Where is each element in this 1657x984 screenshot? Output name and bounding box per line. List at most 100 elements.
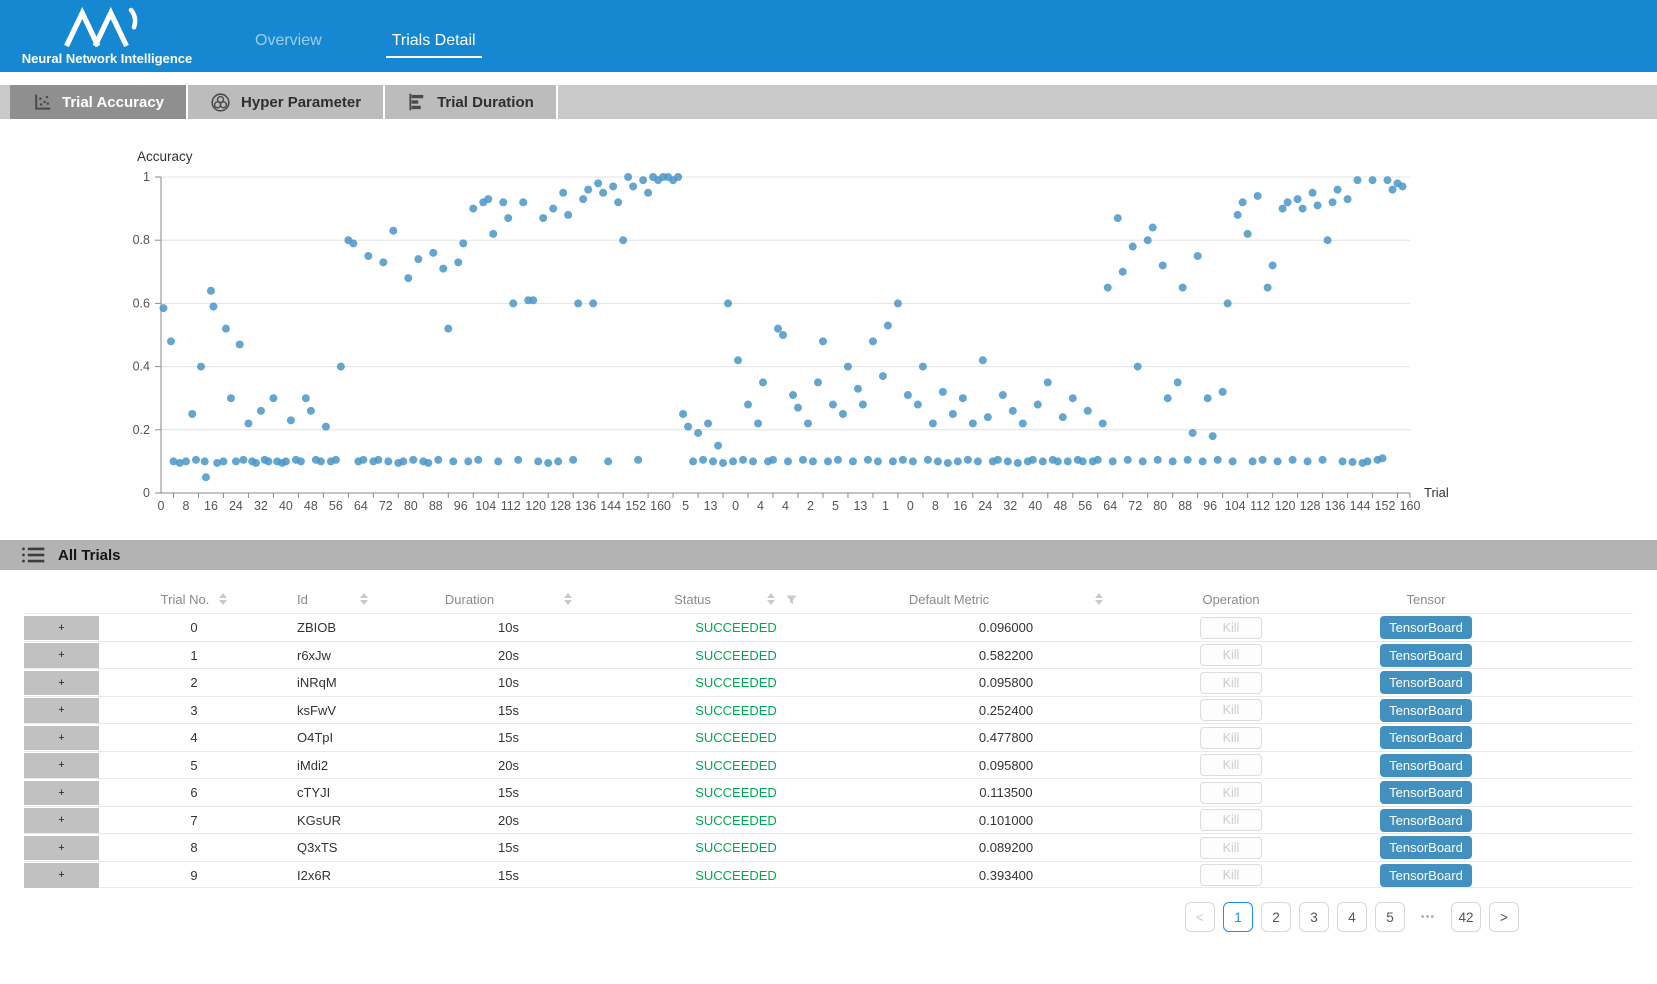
trial-accuracy-point[interactable] xyxy=(754,419,763,428)
trial-accuracy-point[interactable] xyxy=(803,419,812,428)
trial-accuracy-point[interactable] xyxy=(843,362,852,371)
trial-accuracy-point[interactable] xyxy=(1093,455,1102,464)
trial-accuracy-point[interactable] xyxy=(544,458,553,467)
trial-accuracy-point[interactable] xyxy=(384,457,393,466)
trial-accuracy-point[interactable] xyxy=(798,455,807,464)
trial-accuracy-point[interactable] xyxy=(1028,455,1037,464)
pagination-page-5[interactable]: 5 xyxy=(1375,902,1405,932)
trial-accuracy-point[interactable] xyxy=(903,391,912,400)
trial-accuracy-point[interactable] xyxy=(913,400,922,409)
trial-accuracy-point[interactable] xyxy=(968,419,977,428)
trial-accuracy-point[interactable] xyxy=(983,413,992,422)
tensorboard-button[interactable]: TensorBoard xyxy=(1380,726,1472,750)
trial-accuracy-point[interactable] xyxy=(1128,242,1137,251)
kill-button[interactable]: Kill xyxy=(1200,699,1262,722)
trial-accuracy-point[interactable] xyxy=(454,258,463,267)
trial-accuracy-point[interactable] xyxy=(219,457,228,466)
trial-accuracy-point[interactable] xyxy=(933,457,942,466)
trial-accuracy-point[interactable] xyxy=(444,324,453,333)
trial-accuracy-point[interactable] xyxy=(639,176,648,185)
trial-accuracy-point[interactable] xyxy=(574,299,583,308)
trial-accuracy-point[interactable] xyxy=(813,378,822,387)
trial-accuracy-point[interactable] xyxy=(788,391,797,400)
trial-accuracy-point[interactable] xyxy=(464,457,473,466)
trial-accuracy-point[interactable] xyxy=(231,457,240,466)
row-expand-button[interactable]: + xyxy=(24,725,99,750)
trial-accuracy-point[interactable] xyxy=(1313,201,1322,210)
tensorboard-button[interactable]: TensorBoard xyxy=(1380,863,1472,887)
trial-accuracy-point[interactable] xyxy=(998,391,1007,400)
trial-accuracy-point[interactable] xyxy=(226,394,235,403)
header-status[interactable]: Status xyxy=(616,592,856,607)
trial-accuracy-point[interactable] xyxy=(281,457,290,466)
trial-accuracy-point[interactable] xyxy=(191,455,200,464)
trial-accuracy-point[interactable] xyxy=(853,384,862,393)
trial-accuracy-point[interactable] xyxy=(833,455,842,464)
trial-accuracy-point[interactable] xyxy=(509,299,518,308)
trial-accuracy-point[interactable] xyxy=(244,419,253,428)
trial-accuracy-point[interactable] xyxy=(938,387,947,396)
trial-accuracy-point[interactable] xyxy=(1388,185,1397,194)
trial-accuracy-point[interactable] xyxy=(1103,283,1112,292)
trial-accuracy-point[interactable] xyxy=(1188,428,1197,437)
trial-accuracy-point[interactable] xyxy=(679,410,688,418)
trial-accuracy-point[interactable] xyxy=(1113,214,1122,223)
trial-accuracy-point[interactable] xyxy=(594,179,603,188)
trial-accuracy-point[interactable] xyxy=(619,236,628,245)
trial-accuracy-point[interactable] xyxy=(175,458,184,467)
trial-accuracy-point[interactable] xyxy=(709,457,718,466)
trial-accuracy-point[interactable] xyxy=(1153,455,1162,464)
trial-accuracy-point[interactable] xyxy=(1178,283,1187,292)
trial-accuracy-point[interactable] xyxy=(286,416,295,425)
tab-hyper-parameter[interactable]: Hyper Parameter xyxy=(188,85,386,119)
trial-accuracy-point[interactable] xyxy=(1033,400,1042,409)
trial-accuracy-point[interactable] xyxy=(714,441,723,450)
trial-accuracy-point[interactable] xyxy=(719,458,728,467)
trial-accuracy-point[interactable] xyxy=(1383,176,1392,185)
trial-accuracy-point[interactable] xyxy=(1138,457,1147,466)
trial-accuracy-point[interactable] xyxy=(389,226,398,235)
trial-accuracy-point[interactable] xyxy=(963,455,972,464)
trial-accuracy-point[interactable] xyxy=(459,239,468,248)
tensorboard-button[interactable]: TensorBoard xyxy=(1380,671,1472,695)
trial-accuracy-point[interactable] xyxy=(868,337,877,346)
trial-accuracy-point[interactable] xyxy=(624,173,633,181)
kill-button[interactable]: Kill xyxy=(1200,781,1262,804)
kill-button[interactable]: Kill xyxy=(1200,726,1262,749)
trial-accuracy-point[interactable] xyxy=(1243,229,1252,238)
trial-accuracy-point[interactable] xyxy=(1398,182,1407,191)
trial-accuracy-point[interactable] xyxy=(744,400,753,409)
trial-accuracy-point[interactable] xyxy=(519,198,528,207)
trial-accuracy-point[interactable] xyxy=(306,406,315,415)
trial-accuracy-point[interactable] xyxy=(883,321,892,330)
tab-trial-accuracy[interactable]: Trial Accuracy xyxy=(10,85,189,119)
trial-accuracy-point[interactable] xyxy=(1363,457,1372,466)
pagination-prev-button[interactable]: < xyxy=(1185,902,1215,932)
trial-accuracy-point[interactable] xyxy=(684,422,693,431)
trial-accuracy-point[interactable] xyxy=(449,457,458,466)
trial-accuracy-point[interactable] xyxy=(888,457,897,466)
trial-accuracy-point[interactable] xyxy=(689,457,698,466)
trial-accuracy-point[interactable] xyxy=(1303,457,1312,466)
trial-accuracy-point[interactable] xyxy=(221,324,230,333)
trial-accuracy-point[interactable] xyxy=(439,264,448,273)
trial-accuracy-point[interactable] xyxy=(200,457,209,466)
trial-accuracy-point[interactable] xyxy=(823,457,832,466)
trial-accuracy-point[interactable] xyxy=(169,457,178,466)
trial-accuracy-point[interactable] xyxy=(1348,458,1357,467)
trial-accuracy-point[interactable] xyxy=(1148,223,1157,232)
trial-accuracy-point[interactable] xyxy=(489,229,498,238)
trial-accuracy-point[interactable] xyxy=(973,457,982,466)
trial-accuracy-point[interactable] xyxy=(1158,261,1167,270)
trial-accuracy-point[interactable] xyxy=(1223,299,1232,308)
trial-accuracy-point[interactable] xyxy=(1008,406,1017,415)
trial-accuracy-point[interactable] xyxy=(928,419,937,428)
trial-accuracy-point[interactable] xyxy=(529,296,538,305)
trial-accuracy-point[interactable] xyxy=(729,457,738,466)
trial-accuracy-point[interactable] xyxy=(1263,283,1272,292)
trial-accuracy-point[interactable] xyxy=(188,410,197,418)
tensorboard-button[interactable]: TensorBoard xyxy=(1380,836,1472,860)
trial-accuracy-point[interactable] xyxy=(1233,210,1242,219)
trial-accuracy-point[interactable] xyxy=(1068,394,1077,403)
trial-accuracy-point[interactable] xyxy=(1043,378,1052,387)
